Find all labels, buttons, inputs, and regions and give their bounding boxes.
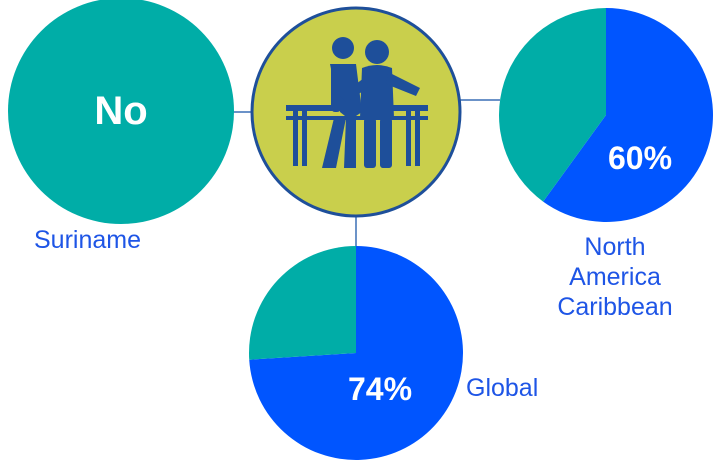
label-line: North	[584, 233, 646, 261]
label-north-america-caribbean: North America Caribbean	[540, 232, 690, 322]
label-global: Global	[466, 374, 539, 402]
pie-north-america-caribbean-slice-0	[543, 8, 713, 222]
physical-therapy-icon	[286, 37, 428, 168]
pie-suriname: No	[8, 0, 234, 224]
pie-global	[248, 246, 463, 460]
pie-north-america-caribbean	[499, 8, 713, 222]
label-suriname: Suriname	[34, 226, 141, 254]
pie-global-slice-0	[249, 246, 463, 460]
pie-global-value: 74%	[348, 371, 412, 407]
label-line: America	[569, 263, 661, 291]
pie-north-america-caribbean-value: 60%	[608, 140, 672, 176]
pie-suriname-slice	[8, 0, 234, 224]
label-line: Caribbean	[557, 293, 673, 321]
pie-suriname-value: No	[94, 89, 147, 133]
pie-global-slice-1	[248, 246, 356, 360]
pie-north-america-caribbean-slice-1	[499, 8, 606, 202]
center-circle	[250, 6, 462, 218]
